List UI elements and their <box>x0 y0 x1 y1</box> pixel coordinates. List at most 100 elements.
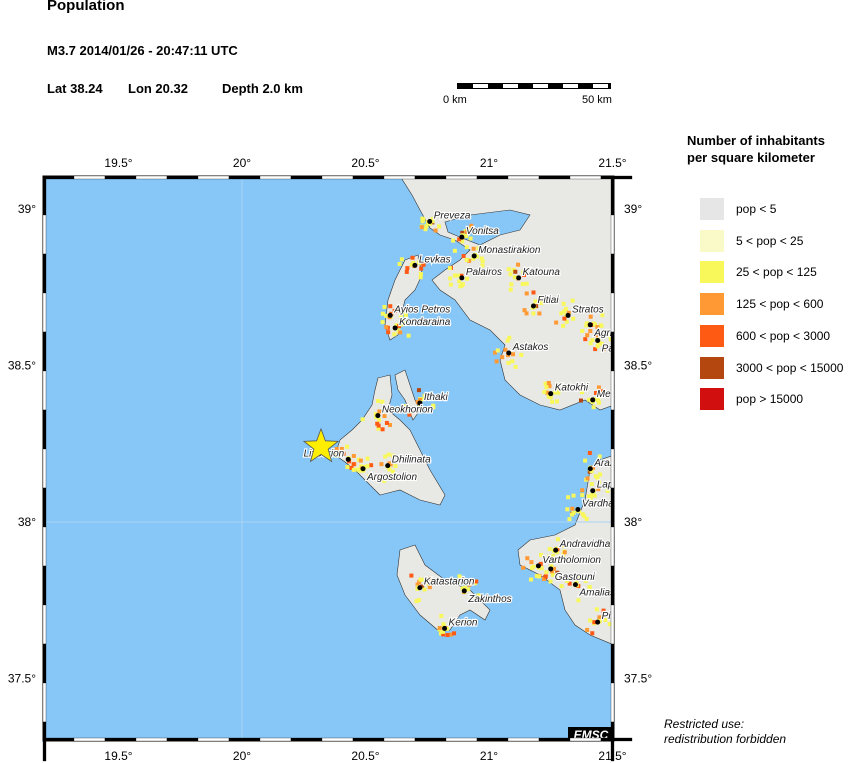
density-cell <box>403 311 408 316</box>
lat-tick-label: 38° <box>624 515 642 529</box>
density-cell <box>556 390 561 395</box>
density-cell <box>403 404 408 409</box>
density-cell <box>588 341 593 346</box>
density-cell <box>403 408 408 413</box>
city-marker[interactable]: Amalias <box>572 582 615 600</box>
density-cell <box>387 473 392 478</box>
city-marker[interactable]: Ithaki <box>417 391 450 406</box>
density-cell <box>549 569 554 574</box>
city-marker[interactable]: Agrinion <box>587 322 632 340</box>
density-cell <box>339 446 344 451</box>
city-marker[interactable]: Vardha <box>575 497 614 512</box>
density-cell <box>531 290 536 295</box>
density-cell <box>589 482 594 487</box>
density-cell <box>341 451 346 456</box>
city-dot <box>417 400 423 406</box>
city-label: Levkas <box>419 254 451 265</box>
city-marker[interactable]: Araxos <box>587 457 626 472</box>
city-label: Astakos <box>512 342 549 353</box>
city-marker[interactable]: Vartholomion <box>535 554 602 569</box>
density-cell <box>454 581 459 586</box>
density-cell <box>418 275 423 280</box>
density-cell <box>414 599 419 604</box>
density-cell <box>580 328 585 333</box>
city-marker[interactable]: Andravidha <box>553 538 612 553</box>
city-label: Katokhi <box>555 383 589 394</box>
city-marker[interactable]: Ayios Petros <box>387 303 451 318</box>
city-marker[interactable]: Fitiai <box>530 294 560 309</box>
star-icon[interactable] <box>302 427 340 463</box>
city-label: Lapas <box>597 480 624 491</box>
density-cell <box>419 225 424 230</box>
city-marker[interactable]: Gastouni <box>548 566 597 584</box>
city-marker[interactable]: Preveza <box>427 209 472 225</box>
density-cell <box>448 282 453 287</box>
city-marker[interactable]: Katouna <box>516 266 561 281</box>
city-marker[interactable]: Dhilinata <box>385 454 432 469</box>
density-cell <box>458 284 463 289</box>
density-cell <box>587 397 592 402</box>
ithaca-island <box>394 369 421 421</box>
city-dot <box>548 566 554 572</box>
density-cell <box>394 323 399 328</box>
density-cell <box>457 574 462 579</box>
city-dot <box>530 303 536 309</box>
density-cell <box>349 466 354 471</box>
legend-swatch <box>700 324 724 347</box>
density-cell <box>550 399 555 404</box>
city-marker[interactable]: Palairos <box>459 266 503 281</box>
density-cell <box>418 577 423 582</box>
city-marker[interactable]: Lapas <box>590 479 624 494</box>
city-marker[interactable]: Stratos <box>565 303 605 318</box>
city-dot <box>427 219 433 225</box>
city-dot <box>385 463 391 469</box>
city-marker[interactable]: Kondaraina <box>392 316 452 331</box>
density-cell <box>519 352 524 357</box>
city-marker[interactable]: Katastarion <box>417 576 476 591</box>
city-marker[interactable]: Argostolion <box>360 466 419 484</box>
city-marker[interactable]: Neokhorion <box>375 403 435 419</box>
legend-item: 125 < pop < 600 <box>700 293 823 316</box>
city-marker[interactable]: Katokhi <box>548 382 590 397</box>
density-cell <box>597 454 602 459</box>
density-cell <box>378 476 383 481</box>
density-cell <box>365 456 370 461</box>
city-marker[interactable]: Vonitsa <box>459 225 500 240</box>
density-cell <box>467 582 472 587</box>
city-dot <box>595 619 601 625</box>
density-cell <box>583 337 588 342</box>
density-cell <box>376 426 381 431</box>
density-cell <box>494 359 499 364</box>
density-cell <box>384 313 389 318</box>
city-marker[interactable]: Mesolongion <box>590 388 654 403</box>
density-cell <box>403 313 408 318</box>
legend-title-1: Number of inhabitants <box>687 133 825 148</box>
density-cell <box>386 452 391 457</box>
city-marker[interactable]: Panaitolion <box>595 337 651 356</box>
density-cell <box>548 579 553 584</box>
legend-label: 5 < pop < 25 <box>736 233 804 248</box>
density-cell <box>493 350 498 355</box>
lat-tick-label: 38.5° <box>624 359 652 373</box>
density-cell <box>601 608 606 613</box>
density-cell <box>345 465 350 470</box>
scale-bar <box>457 83 611 89</box>
city-marker[interactable]: Monastirakion <box>471 244 542 259</box>
city-marker[interactable]: Kerion <box>442 616 479 631</box>
city-marker[interactable]: Levkas <box>412 253 452 268</box>
density-cell <box>509 282 514 287</box>
city-dot <box>387 312 393 318</box>
density-cell <box>445 633 450 638</box>
density-cell <box>555 537 560 542</box>
city-marker[interactable]: Zakinthos <box>461 588 513 606</box>
city-marker[interactable]: Astakos <box>506 341 549 356</box>
density-cell <box>377 418 382 423</box>
density-cell <box>416 388 421 393</box>
density-cell <box>542 389 547 394</box>
density-cell <box>512 275 517 280</box>
density-cell <box>559 311 564 316</box>
city-dot <box>572 582 578 588</box>
city-marker[interactable]: Pirgos <box>595 610 630 625</box>
density-cell <box>441 632 446 637</box>
